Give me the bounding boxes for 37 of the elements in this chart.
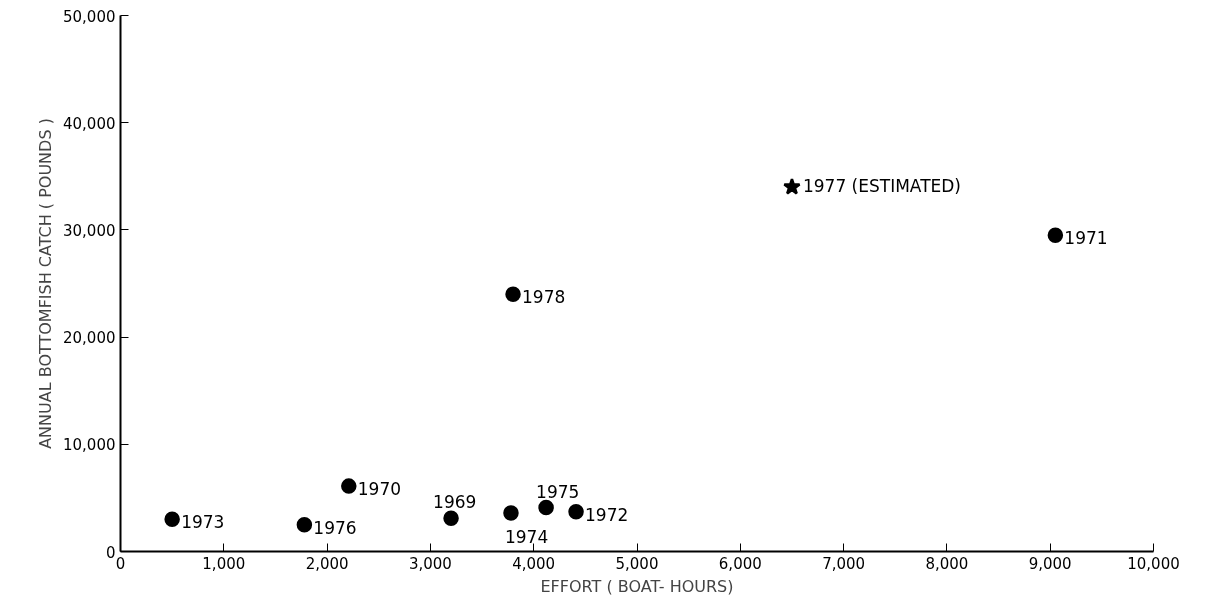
- annotation: 1974: [504, 526, 549, 547]
- annotation: 1975: [536, 481, 580, 502]
- y-tick-label: 50,000: [63, 7, 116, 26]
- point: [538, 499, 554, 516]
- x-tick-label: 1,000: [202, 554, 246, 573]
- annotation: 1969: [433, 492, 477, 513]
- annotation: 1976: [313, 517, 357, 538]
- x-tick-label: 6,000: [718, 554, 762, 573]
- x-tick-label: 5,000: [615, 554, 659, 573]
- x-tick-label: 3,000: [408, 554, 452, 573]
- point: [164, 511, 180, 528]
- x-tick-label: 9,000: [1028, 554, 1072, 573]
- x-tick-label: 10,000: [1127, 554, 1180, 573]
- y-tick-label: 10,000: [63, 436, 116, 455]
- annotation: 1972: [585, 504, 629, 525]
- annotation: 1971: [1064, 228, 1108, 249]
- point: [296, 516, 313, 533]
- point: [1047, 227, 1064, 243]
- x-tick-label: 7,000: [822, 554, 866, 573]
- x-tick-label: 2,000: [305, 554, 349, 573]
- point: [568, 504, 584, 520]
- annotation: 1977 (ESTIMATED): [802, 176, 962, 197]
- y-tick-label: 20,000: [63, 329, 116, 348]
- point: [503, 505, 519, 521]
- x-axis-title: EFFORT ( BOAT- HOURS): [540, 576, 734, 596]
- point: [783, 177, 801, 195]
- x-tick-label: 8,000: [925, 554, 969, 573]
- annotation: 1970: [357, 479, 402, 500]
- point: [341, 478, 357, 494]
- point: [443, 510, 459, 527]
- y-axis-title: ANNUAL BOTTOMFISH CATCH ( POUNDS ): [36, 118, 56, 449]
- y-tick-label: 40,000: [63, 114, 116, 133]
- annotation: 1978: [522, 287, 566, 308]
- annotation: 1973: [181, 512, 225, 533]
- point: [505, 286, 521, 302]
- x-tick-label: 4,000: [512, 554, 556, 573]
- y-tick-label: 30,000: [63, 221, 116, 240]
